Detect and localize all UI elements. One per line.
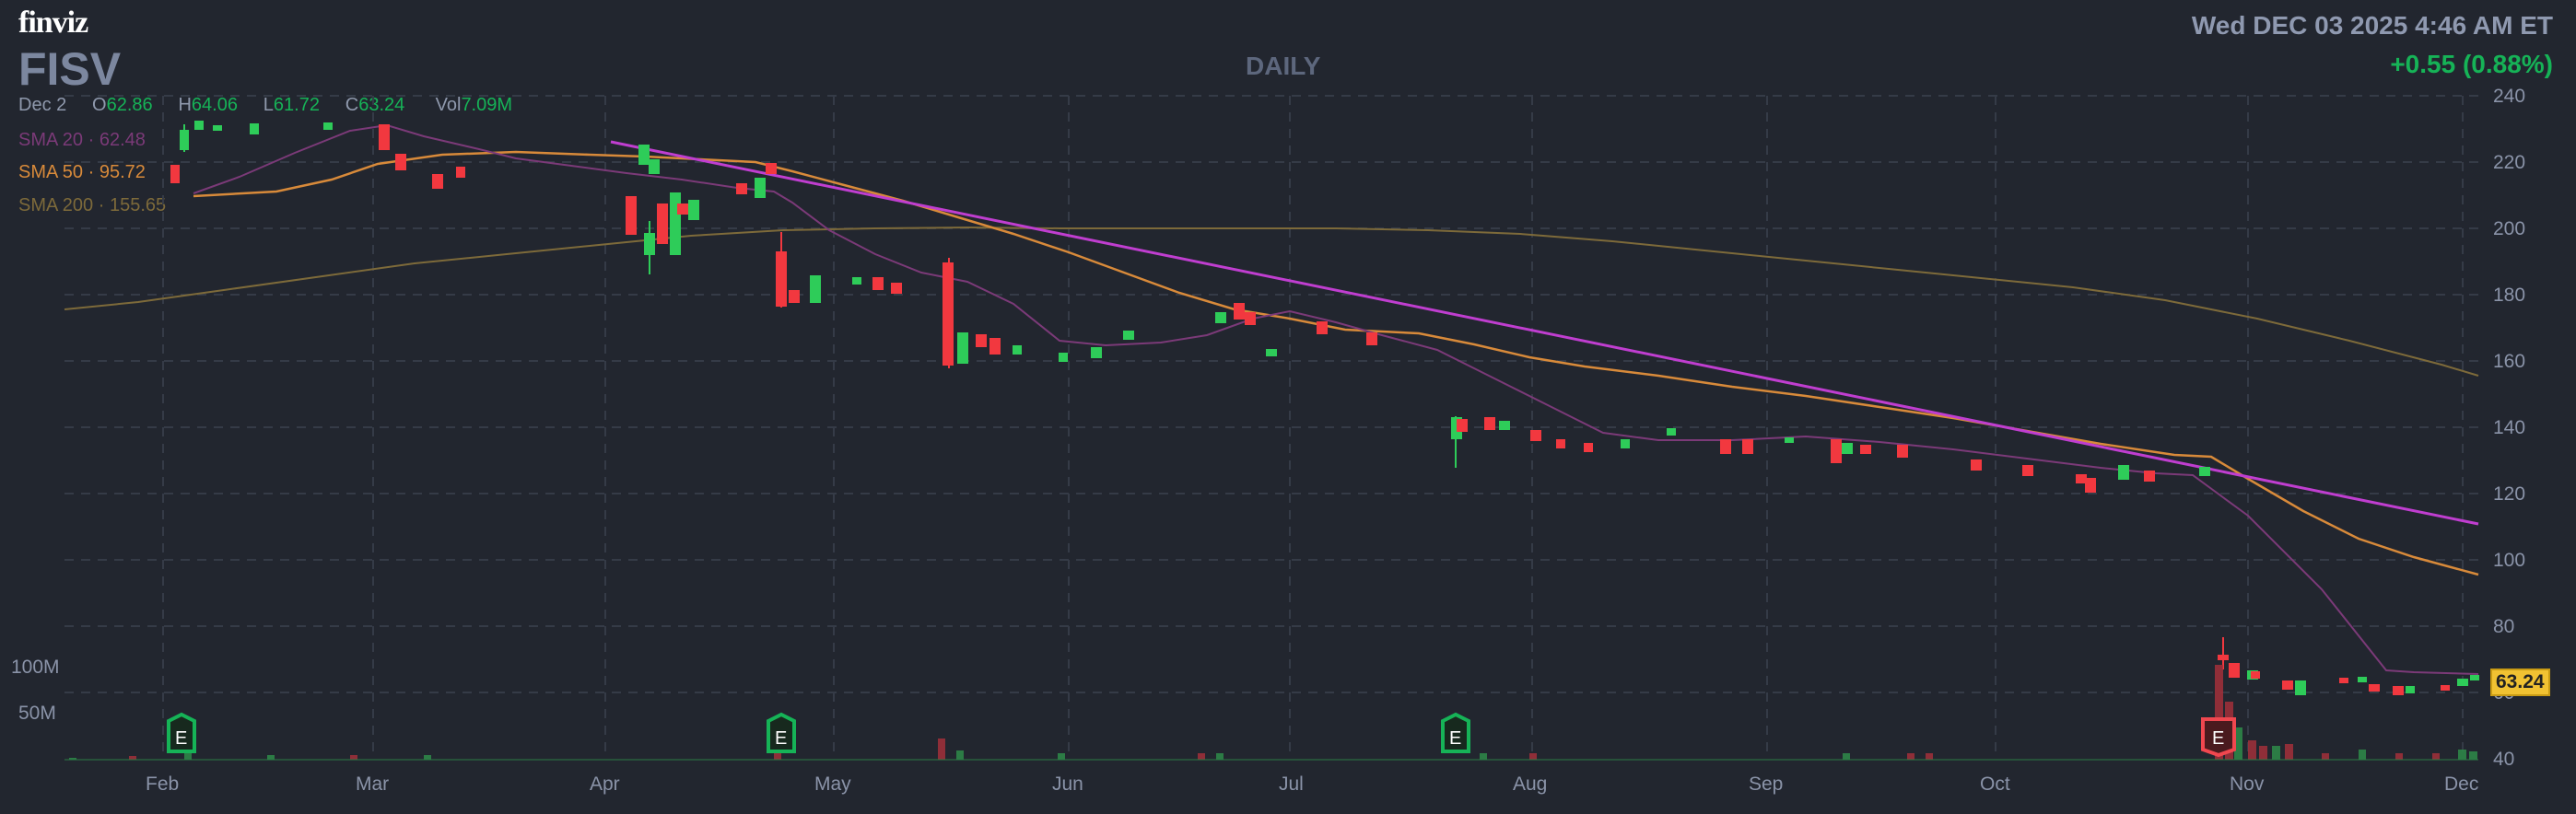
svg-text:220: 220 <box>2493 152 2525 173</box>
svg-text:50M: 50M <box>18 703 56 724</box>
svg-text:180: 180 <box>2493 285 2525 306</box>
v-gridlines <box>162 96 2464 757</box>
h-gridlines <box>64 95 2478 693</box>
close-value: 63.24 <box>358 95 405 115</box>
earnings-marker-oct[interactable]: E <box>2201 717 2236 758</box>
earnings-marker-apr[interactable]: E <box>767 712 796 753</box>
svg-text:160: 160 <box>2493 351 2525 372</box>
sma200-legend[interactable]: SMA 200 · 155.65 <box>18 195 167 215</box>
svg-text:Feb: Feb <box>146 773 179 795</box>
svg-text:Nov: Nov <box>2230 773 2265 795</box>
candles <box>170 121 2479 695</box>
svg-text:40: 40 <box>2493 749 2514 770</box>
svg-text:140: 140 <box>2493 417 2525 438</box>
svg-text:80: 80 <box>2493 616 2514 637</box>
sma50-legend[interactable]: SMA 50 · 95.72 <box>18 162 146 182</box>
ticker-symbol: FISV <box>18 43 122 95</box>
vol-label: Vol <box>435 95 462 115</box>
vol-value: 7.09M <box>461 95 513 115</box>
svg-text:Aug: Aug <box>1513 773 1547 795</box>
high-label: H <box>178 95 192 115</box>
finviz-logo[interactable]: finviz <box>18 6 88 40</box>
earnings-marker-jul[interactable]: E <box>1441 712 1470 753</box>
low-label: L <box>263 95 274 115</box>
svg-text:E: E <box>175 728 187 749</box>
trendline[interactable] <box>610 140 2479 526</box>
sma50-line <box>193 150 2479 576</box>
svg-text:120: 120 <box>2493 483 2525 505</box>
svg-text:240: 240 <box>2493 86 2525 107</box>
svg-text:E: E <box>775 728 787 749</box>
svg-text:Sep: Sep <box>1749 773 1783 795</box>
low-value: 61.72 <box>273 95 320 115</box>
close-label: C <box>345 95 359 115</box>
y-axis: 240 220 200 180 160 140 120 100 80 60 40 <box>2493 86 2525 770</box>
svg-text:Apr: Apr <box>590 773 620 795</box>
open-value: 62.86 <box>106 95 153 115</box>
svg-text:100M: 100M <box>11 657 60 678</box>
svg-text:Dec: Dec <box>2444 773 2478 795</box>
svg-text:Mar: Mar <box>356 773 389 795</box>
x-axis: Feb Mar Apr May Jun Jul Aug Sep Oct Nov … <box>146 773 2478 795</box>
volume-axis: 100M 50M <box>11 657 60 724</box>
datetime: Wed DEC 03 2025 4:46 AM ET <box>2191 11 2553 40</box>
svg-text:E: E <box>2212 728 2224 749</box>
svg-text:Jul: Jul <box>1279 773 1304 795</box>
last-price-tag: 63.24 <box>2490 669 2550 696</box>
volume-bars <box>64 665 2478 761</box>
sma20-legend[interactable]: SMA 20 · 62.48 <box>18 130 146 150</box>
svg-text:200: 200 <box>2493 218 2525 239</box>
sma20-line <box>193 123 2479 675</box>
svg-text:100: 100 <box>2493 550 2525 571</box>
open-label: O <box>92 95 107 115</box>
svg-text:May: May <box>814 773 851 795</box>
ohlc-legend: Dec 2 O 62.86 H 64.06 L 61.72 C 63.24 Vol 7.0… <box>18 95 512 116</box>
sma200-line <box>64 226 2479 377</box>
timeframe-label: DAILY <box>1246 52 1321 80</box>
svg-text:Oct: Oct <box>1980 773 2010 795</box>
earnings-marker-feb[interactable]: E <box>167 712 196 753</box>
svg-text:Jun: Jun <box>1052 773 1083 795</box>
price-change: +0.55 (0.88%) <box>2390 50 2553 78</box>
svg-text:E: E <box>1449 728 1461 749</box>
high-value: 64.06 <box>191 95 238 115</box>
ohlc-date: Dec 2 <box>18 95 67 115</box>
